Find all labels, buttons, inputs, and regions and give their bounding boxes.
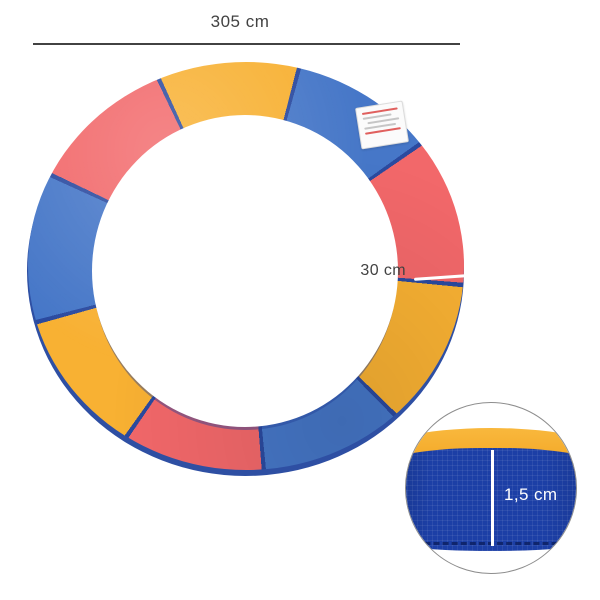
diameter-measure-line <box>33 43 460 45</box>
pad-width-label: 30 cm <box>360 262 406 279</box>
pad-inner-hole <box>92 115 398 427</box>
sticker-text-line <box>361 107 398 115</box>
thickness-detail-inset: 1,5 cm <box>405 402 577 574</box>
warning-sticker <box>355 100 409 150</box>
thickness-measure-line <box>491 450 494 546</box>
thickness-label: 1,5 cm <box>504 485 558 504</box>
diameter-label: 305 cm <box>210 12 270 31</box>
